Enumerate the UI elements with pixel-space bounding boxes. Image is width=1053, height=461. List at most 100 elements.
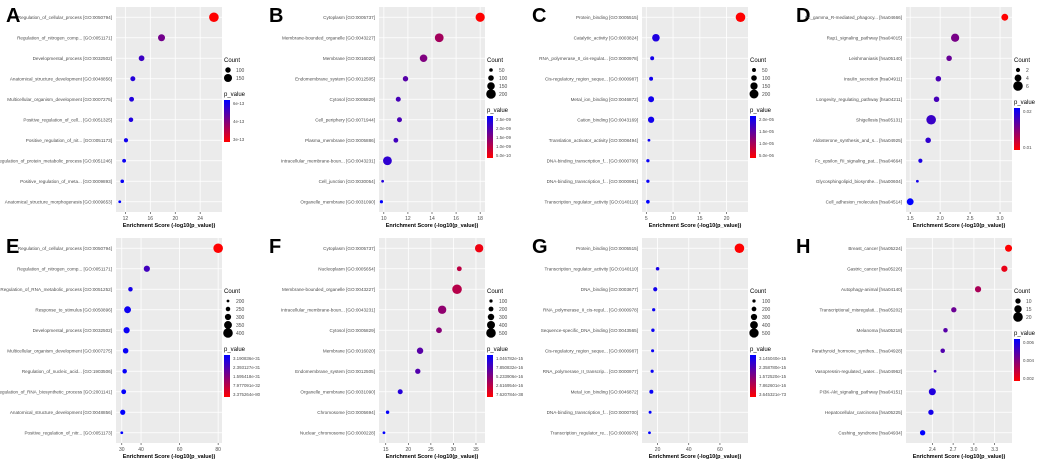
x-tick-label: 18: [477, 216, 483, 222]
category-label: Leishmaniasis [hsa05140]: [849, 56, 902, 61]
legend-count-label: 500: [499, 331, 508, 337]
legend-count-label: 50: [762, 68, 768, 74]
data-point: [415, 368, 421, 374]
x-tick-label: 30: [119, 447, 125, 453]
data-point: [396, 117, 402, 123]
panel-letter: D: [796, 5, 810, 27]
category-label: Endomembrane_system [GO:0012505]: [295, 369, 375, 374]
category-label: Cytoplasm [GO:0005737]: [323, 15, 375, 20]
x-tick-label: 60: [717, 447, 723, 453]
x-tick-label: 35: [473, 447, 479, 453]
data-point: [456, 266, 462, 272]
category-label: Regulation_of_nitrogen_comp... [GO:00511…: [17, 36, 112, 41]
legend-pvalue-label: 1.0e-05: [759, 141, 774, 146]
legend-pvalue-colorbar: [1014, 339, 1020, 381]
legend-count-label: 400: [499, 323, 508, 329]
legend-count-dot: [752, 68, 756, 72]
category-label: Multicellular_organism_development [GO:0…: [7, 97, 112, 102]
legend-count-label: 100: [236, 68, 245, 74]
data-point: [122, 369, 127, 374]
x-tick-label: 3.0: [997, 216, 1004, 222]
data-point: [926, 114, 936, 125]
x-axis-title: Enrichment Score (-log10(p_value)): [649, 223, 742, 229]
data-point: [393, 137, 399, 143]
x-axis-title: Enrichment Score (-log10(p_value)): [913, 454, 1006, 460]
legend-count-dot: [750, 313, 758, 321]
data-point: [381, 179, 385, 183]
legend-count-title: Count: [224, 58, 240, 64]
legend-pvalue-label: 0.01: [1023, 145, 1032, 150]
x-tick-label: 16: [453, 216, 459, 222]
category-label: Chromosome [GO:0005694]: [317, 410, 375, 415]
legend-count-title: Count: [1014, 289, 1030, 295]
data-point: [120, 409, 126, 415]
category-label: DNA_binding [GO:0003677]: [581, 287, 638, 292]
legend-pvalue-label: 0.004: [1023, 358, 1035, 363]
legend-count-dot: [226, 299, 230, 303]
legend-pvalue-label: 2.393127e-31: [233, 365, 261, 370]
x-tick-label: 2.0: [937, 216, 944, 222]
data-point: [122, 347, 129, 354]
legend-count-dot: [1014, 74, 1022, 82]
x-axis-title: Enrichment Score (-log10(p_value)): [913, 223, 1006, 229]
legend-count-label: 300: [762, 315, 771, 321]
legend-pvalue-colorbar: [750, 116, 756, 158]
legend-count-label: 200: [236, 299, 245, 305]
data-point: [648, 431, 651, 435]
legend-count-dot: [749, 328, 759, 338]
legend-count-dot: [224, 321, 232, 329]
category-label: DNA-binding_transcription_f... [GO:00007…: [547, 159, 638, 164]
category-label: Intracellular_membrane-boun... [GO:00432…: [281, 159, 375, 164]
data-point: [940, 348, 945, 353]
panel-h: H Breast_cancer [hsa05224] Gastric_cancer …: [796, 236, 1036, 460]
legend-pvalue-label: 1.0e-09: [496, 144, 511, 149]
legend-pvalue-label: 0.02: [1023, 109, 1032, 114]
legend-pvalue-label: 5.0e-10: [496, 153, 511, 158]
data-point: [933, 96, 940, 103]
category-label: Developmental_process [GO:0032502]: [33, 56, 112, 61]
x-tick-label: 10: [381, 216, 387, 222]
legend-count-label: 100: [499, 76, 508, 82]
legend-count-label: 200: [499, 92, 508, 98]
category-label: Anatomical_structure_development [GO:004…: [10, 410, 112, 415]
x-tick-label: 20: [655, 447, 661, 453]
plot-background: [379, 238, 485, 443]
data-point: [1001, 13, 1009, 21]
legend-count-dot: [752, 299, 756, 303]
panel-letter: E: [6, 236, 19, 258]
category-label: Anatomical_structure_development [GO:004…: [10, 77, 112, 82]
legend-count-title: Count: [750, 58, 766, 64]
data-point: [951, 307, 957, 313]
category-label: Nucleoplasm [GO:0005654]: [318, 267, 375, 272]
data-point: [1001, 265, 1008, 272]
legend-count-label: 500: [762, 331, 771, 337]
category-label: Cytosol [GO:0005829]: [330, 97, 375, 102]
data-point: [123, 327, 130, 334]
category-label: Regulation_of_cellular_process [GO:00507…: [18, 15, 112, 20]
data-point: [651, 328, 655, 332]
legend-count-dot: [749, 89, 759, 99]
legend-count-label: 6: [1026, 84, 1029, 90]
data-point: [650, 56, 655, 61]
x-tick-label: 12: [405, 216, 411, 222]
category-label: Membrane [GO:0016020]: [323, 349, 375, 354]
category-label: Cis-regulatory_region_seque... [GO:00009…: [545, 77, 638, 82]
category-label: Plasma_membrane [GO:0005886]: [305, 138, 375, 143]
legend-count-dot: [489, 68, 493, 72]
legend-pvalue-label: 4e-13: [233, 119, 245, 124]
x-tick-label: 15: [383, 447, 389, 453]
x-tick-label: 14: [429, 216, 435, 222]
x-tick-label: 1.5: [907, 216, 914, 222]
category-label: Protein_binding [GO:0005515]: [576, 15, 638, 20]
data-point: [950, 33, 960, 42]
data-point: [906, 198, 914, 206]
plot-background: [642, 7, 748, 212]
category-label: Regulation_of_cellular_process [GO:00507…: [18, 246, 112, 251]
category-label: Transcription_regulator_activity [GO:014…: [545, 200, 638, 205]
category-label: DNA-binding_transcription_f... [GO:00007…: [547, 410, 638, 415]
legend-count-label: 200: [499, 307, 508, 313]
legend-pvalue-label: 3e-13: [233, 137, 245, 142]
